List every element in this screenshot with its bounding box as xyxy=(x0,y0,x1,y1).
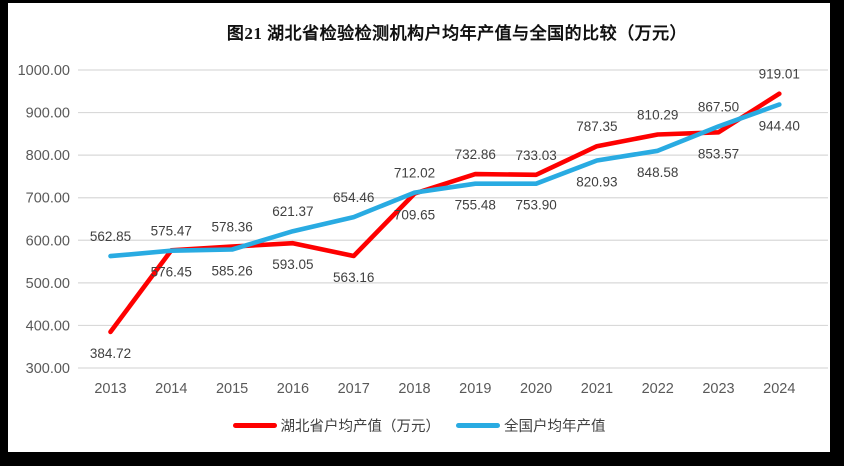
data-label: 733.03 xyxy=(515,148,556,163)
data-label: 810.29 xyxy=(637,108,678,123)
x-tick-label: 2013 xyxy=(94,381,126,397)
legend-label-national: 全国户均年产值 xyxy=(504,418,606,435)
y-tick-label: 1000.00 xyxy=(18,63,70,79)
data-label: 621.37 xyxy=(272,204,313,219)
y-tick-label: 400.00 xyxy=(26,318,70,334)
y-tick-label: 900.00 xyxy=(26,106,70,122)
data-label: 578.36 xyxy=(211,220,252,235)
data-label: 575.47 xyxy=(151,223,192,238)
y-tick-label: 800.00 xyxy=(26,148,70,164)
data-label: 755.48 xyxy=(455,198,496,213)
x-tick-label: 2024 xyxy=(763,381,795,397)
legend-item-national: 全国户均年产值 xyxy=(456,415,606,436)
data-label: 712.02 xyxy=(394,166,435,181)
data-label: 944.40 xyxy=(759,119,800,134)
data-label: 787.35 xyxy=(576,119,617,134)
y-tick-label: 500.00 xyxy=(26,276,70,292)
x-tick-label: 2020 xyxy=(520,381,552,397)
national-series-line xyxy=(108,102,782,259)
legend-label-hubei: 湖北省户均产值（万元） xyxy=(280,418,441,435)
national-series-swatch xyxy=(456,422,500,428)
x-tick-label: 2017 xyxy=(338,381,370,397)
data-label: 576.45 xyxy=(151,265,192,280)
data-label: 654.46 xyxy=(333,190,374,205)
chart-legend: 湖北省户均产值（万元） 全国户均年产值 xyxy=(8,414,830,436)
data-label: 853.57 xyxy=(698,146,739,161)
y-tick-label: 300.00 xyxy=(26,361,70,377)
data-label: 585.26 xyxy=(211,264,252,279)
data-label: 848.58 xyxy=(637,165,678,180)
x-tick-label: 2021 xyxy=(581,381,613,397)
data-label: 709.65 xyxy=(394,208,435,223)
x-tick-label: 2022 xyxy=(642,381,674,397)
chart-area xyxy=(8,3,830,452)
data-label: 384.72 xyxy=(90,346,131,361)
legend-item-hubei: 湖北省户均产值（万元） xyxy=(232,415,441,436)
x-tick-label: 2014 xyxy=(155,381,187,397)
data-label: 820.93 xyxy=(576,175,617,190)
x-tick-label: 2019 xyxy=(459,381,491,397)
y-tick-label: 600.00 xyxy=(26,233,70,249)
x-tick-label: 2023 xyxy=(702,381,734,397)
data-label: 593.05 xyxy=(272,257,313,272)
data-label: 867.50 xyxy=(698,99,739,114)
data-label: 563.16 xyxy=(333,270,374,285)
hubei-series-line xyxy=(108,91,782,335)
hubei-series-swatch xyxy=(232,422,277,428)
data-label: 919.01 xyxy=(759,67,800,82)
data-label: 753.90 xyxy=(515,198,556,213)
x-tick-label: 2018 xyxy=(398,381,430,397)
data-label: 732.86 xyxy=(455,147,496,162)
data-label: 562.85 xyxy=(90,229,131,244)
x-tick-label: 2015 xyxy=(216,381,248,397)
y-tick-label: 700.00 xyxy=(26,191,70,207)
chart-title: 图21 湖北省检验检测机构户均年产值与全国的比较（万元） xyxy=(226,24,688,43)
x-tick-label: 2016 xyxy=(277,381,309,397)
